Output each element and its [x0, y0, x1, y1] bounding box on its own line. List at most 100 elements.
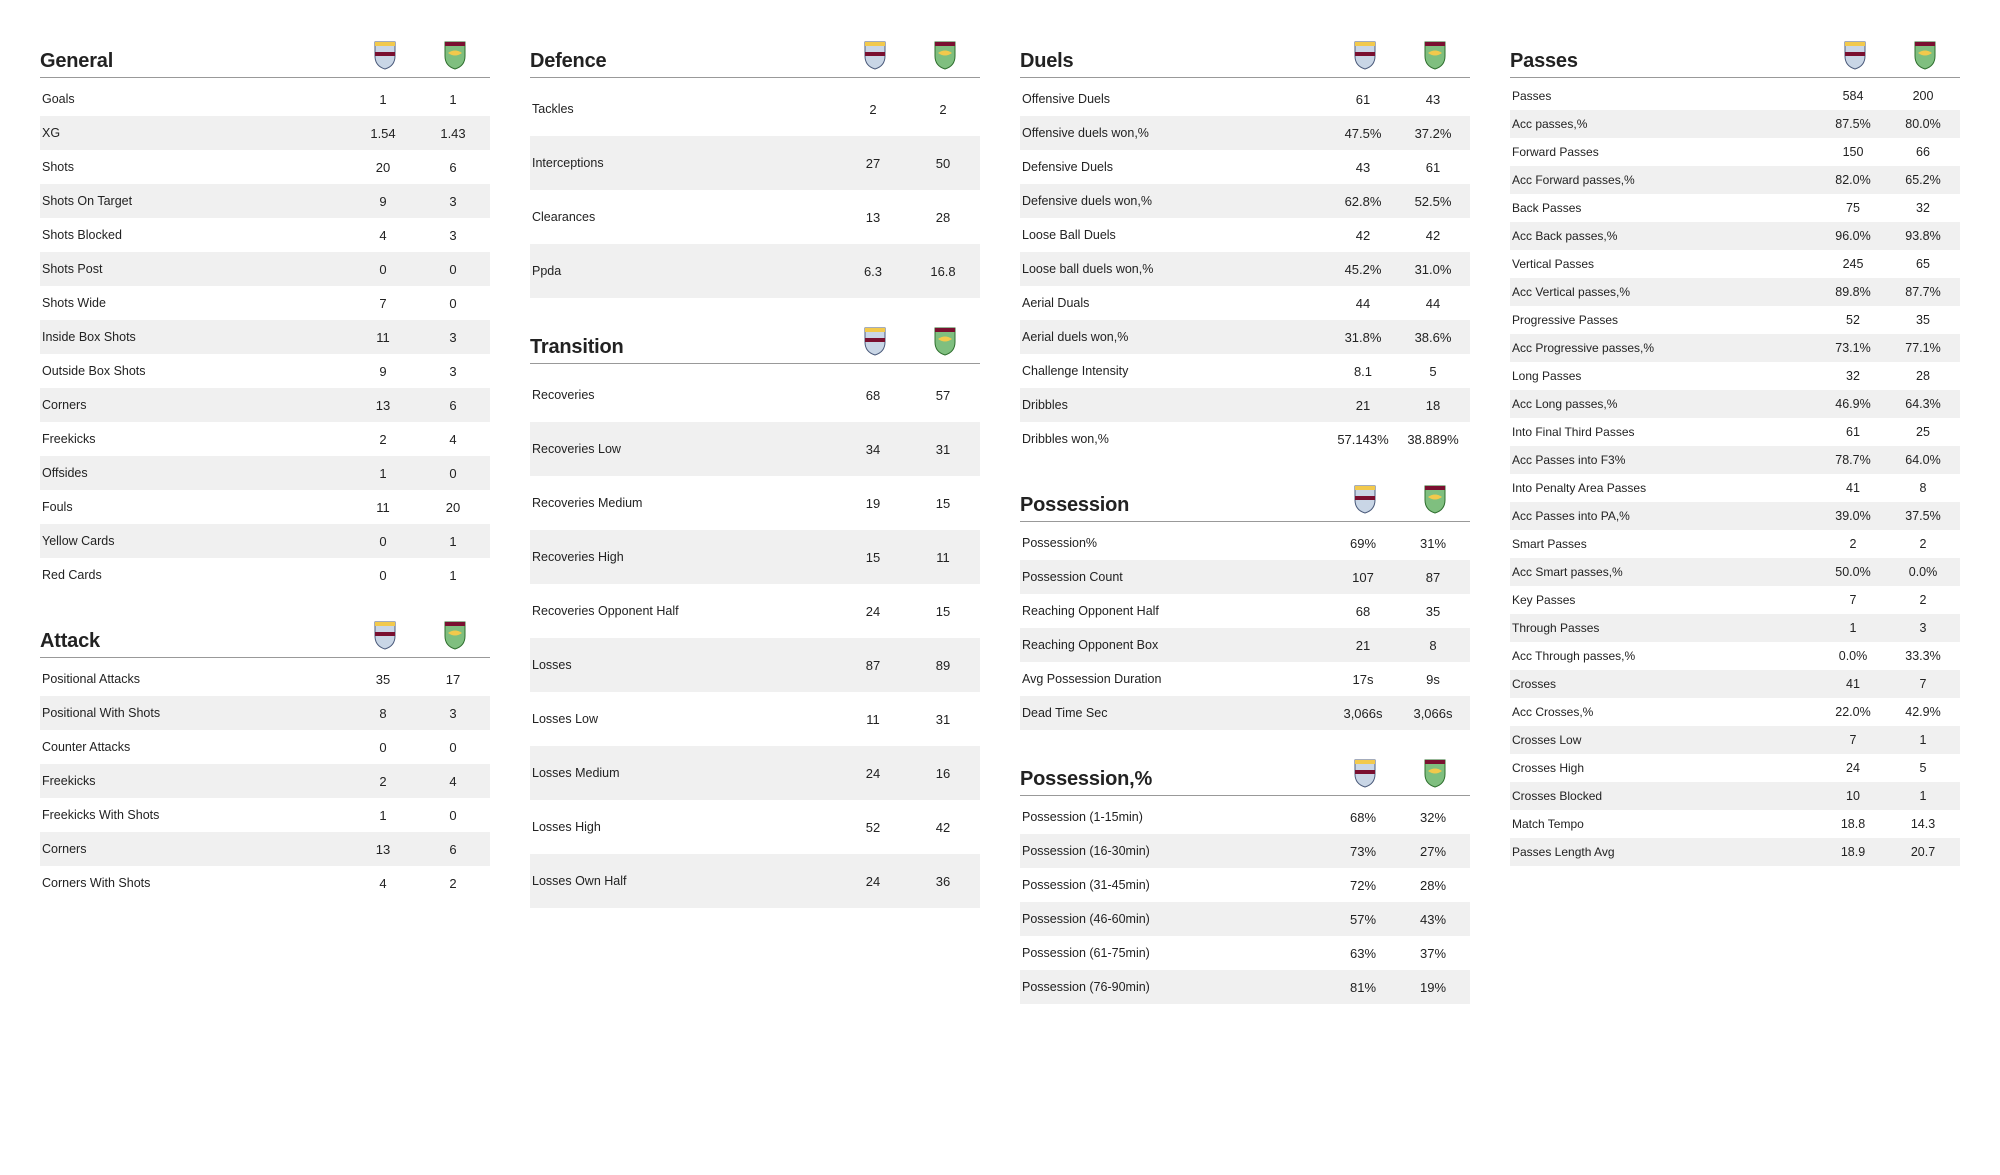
stat-value-team-a: 8 — [348, 706, 418, 721]
stat-value-team-a: 68 — [838, 388, 908, 403]
stat-value-team-a: 27 — [838, 156, 908, 171]
stat-value-team-a: 3,066s — [1328, 706, 1398, 721]
section-header: Defence — [530, 40, 980, 78]
stat-value-team-a: 24 — [1818, 761, 1888, 775]
stat-value-team-a: 34 — [838, 442, 908, 457]
stat-value-team-a: 78.7% — [1818, 453, 1888, 467]
stat-label: Recoveries Opponent Half — [532, 604, 838, 618]
stat-value-team-a: 1 — [348, 92, 418, 107]
table-row: Acc Progressive passes,%73.1%77.1% — [1510, 334, 1960, 362]
stat-value-team-b: 2 — [418, 876, 488, 891]
stat-value-team-a: 4 — [348, 228, 418, 243]
section-possession_pct: Possession,%Possession (1-15min)68%32%Po… — [1020, 758, 1470, 1004]
table-row: Losses Medium2416 — [530, 746, 980, 800]
stat-value-team-a: 0 — [348, 262, 418, 277]
stat-label: Offsides — [42, 466, 348, 480]
stat-value-team-a: 24 — [838, 874, 908, 889]
team-b-crest-icon — [1400, 40, 1470, 73]
stat-value-team-a: 9 — [348, 194, 418, 209]
stat-label: Goals — [42, 92, 348, 106]
stat-value-team-a: 45.2% — [1328, 262, 1398, 277]
stat-label: Into Final Third Passes — [1512, 425, 1818, 439]
stat-value-team-b: 3 — [418, 228, 488, 243]
stat-label: Freekicks — [42, 432, 348, 446]
table-row: Positional Attacks3517 — [40, 662, 490, 696]
stat-value-team-b: 1.43 — [418, 126, 488, 141]
stat-label: Offensive Duels — [1022, 92, 1328, 106]
table-row: Losses8789 — [530, 638, 980, 692]
table-row: Offensive duels won,%47.5%37.2% — [1020, 116, 1470, 150]
table-row: Recoveries6857 — [530, 368, 980, 422]
stat-label: Progressive Passes — [1512, 313, 1818, 327]
stat-value-team-a: 13 — [348, 842, 418, 857]
stat-value-team-b: 200 — [1888, 89, 1958, 103]
stat-value-team-b: 0 — [418, 740, 488, 755]
stat-label: Acc Long passes,% — [1512, 397, 1818, 411]
stat-value-team-b: 1 — [418, 568, 488, 583]
stat-label: Offensive duels won,% — [1022, 126, 1328, 140]
table-row: Fouls1120 — [40, 490, 490, 524]
stat-value-team-b: 9s — [1398, 672, 1468, 687]
stat-value-team-b: 0 — [418, 808, 488, 823]
table-row: Possession Count10787 — [1020, 560, 1470, 594]
stat-value-team-a: 61 — [1818, 425, 1888, 439]
stats-page: GeneralGoals11XG1.541.43Shots206Shots On… — [40, 40, 1960, 1032]
stat-value-team-b: 37.2% — [1398, 126, 1468, 141]
stat-value-team-a: 50.0% — [1818, 565, 1888, 579]
stat-label: Acc Crosses,% — [1512, 705, 1818, 719]
stat-value-team-a: 35 — [348, 672, 418, 687]
table-row: Possession%69%31% — [1020, 526, 1470, 560]
stat-value-team-b: 87 — [1398, 570, 1468, 585]
stat-value-team-a: 10 — [1818, 789, 1888, 803]
stat-value-team-a: 2 — [348, 432, 418, 447]
stat-value-team-b: 5 — [1888, 761, 1958, 775]
stat-value-team-a: 68% — [1328, 810, 1398, 825]
stat-label: Crosses Low — [1512, 733, 1818, 747]
stat-value-team-a: 150 — [1818, 145, 1888, 159]
stat-value-team-b: 6 — [418, 842, 488, 857]
table-row: Long Passes3228 — [1510, 362, 1960, 390]
table-row: Shots On Target93 — [40, 184, 490, 218]
table-row: Acc Through passes,%0.0%33.3% — [1510, 642, 1960, 670]
stat-value-team-a: 107 — [1328, 570, 1398, 585]
table-row: Possession (76-90min)81%19% — [1020, 970, 1470, 1004]
stat-value-team-a: 42 — [1328, 228, 1398, 243]
stat-value-team-b: 0 — [418, 262, 488, 277]
table-row: Goals11 — [40, 82, 490, 116]
stat-label: Possession (61-75min) — [1022, 946, 1328, 960]
section-title: Passes — [1510, 50, 1820, 73]
stat-value-team-b: 61 — [1398, 160, 1468, 175]
stat-value-team-b: 2 — [1888, 537, 1958, 551]
section-attack: AttackPositional Attacks3517Positional W… — [40, 620, 490, 900]
stat-label: Possession% — [1022, 536, 1328, 550]
section-header: Passes — [1510, 40, 1960, 78]
stat-label: Aerial duels won,% — [1022, 330, 1328, 344]
stat-value-team-b: 31.0% — [1398, 262, 1468, 277]
stat-label: Acc Passes into F3% — [1512, 453, 1818, 467]
stat-label: Red Cards — [42, 568, 348, 582]
stat-value-team-a: 0 — [348, 740, 418, 755]
table-row: Aerial Duals4444 — [1020, 286, 1470, 320]
stat-label: Long Passes — [1512, 369, 1818, 383]
stat-value-team-a: 52 — [1818, 313, 1888, 327]
table-row: Freekicks24 — [40, 422, 490, 456]
stat-value-team-b: 42 — [908, 820, 978, 835]
team-b-crest-icon — [420, 620, 490, 653]
stat-value-team-a: 11 — [348, 330, 418, 345]
stat-value-team-a: 15 — [838, 550, 908, 565]
stat-value-team-b: 35 — [1888, 313, 1958, 327]
stat-value-team-a: 7 — [348, 296, 418, 311]
stat-value-team-a: 21 — [1328, 398, 1398, 413]
stat-value-team-a: 13 — [348, 398, 418, 413]
stat-label: Clearances — [532, 210, 838, 224]
stat-value-team-a: 1 — [1818, 621, 1888, 635]
stat-value-team-b: 43 — [1398, 92, 1468, 107]
stat-value-team-b: 2 — [908, 102, 978, 117]
stat-value-team-a: 82.0% — [1818, 173, 1888, 187]
stat-label: Ppda — [532, 264, 838, 278]
stat-label: Crosses High — [1512, 761, 1818, 775]
section-duels: DuelsOffensive Duels6143Offensive duels … — [1020, 40, 1470, 456]
stat-label: Counter Attacks — [42, 740, 348, 754]
stat-label: Possession (46-60min) — [1022, 912, 1328, 926]
table-row: Tackles22 — [530, 82, 980, 136]
